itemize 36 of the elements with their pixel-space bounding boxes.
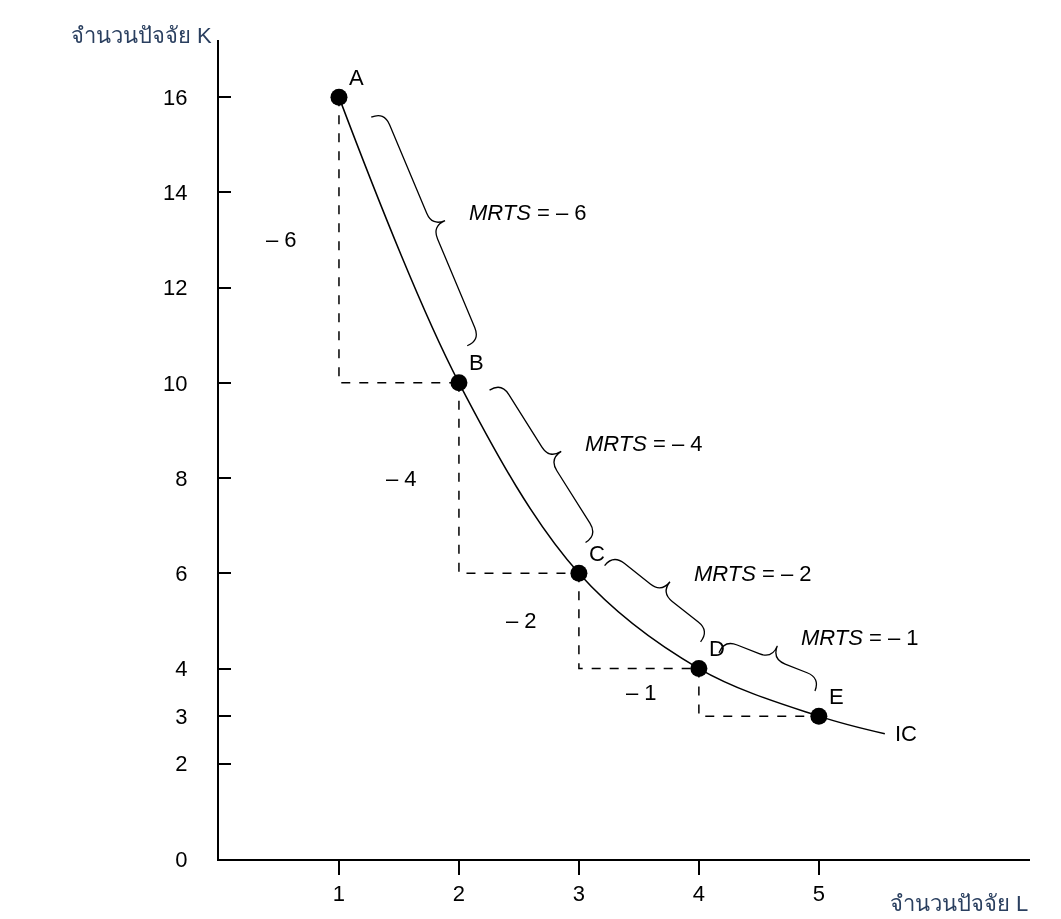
- y-tick-label: 16: [163, 84, 188, 110]
- x-tick-label: 1: [332, 881, 346, 907]
- x-tick-label: 2: [452, 881, 466, 907]
- annotation: D: [709, 636, 725, 661]
- annotation: C: [589, 541, 605, 566]
- point: [690, 660, 708, 678]
- point: [330, 88, 348, 106]
- annotation: – 2: [506, 608, 537, 633]
- y-tick-label: 4: [175, 656, 188, 682]
- annotation: MRTS = – 4: [585, 431, 703, 456]
- y-tick-label: 2: [175, 751, 188, 777]
- point: [450, 374, 468, 392]
- annotation: – 6: [266, 227, 297, 252]
- point: [570, 564, 588, 582]
- y-tick-label: 10: [163, 370, 188, 396]
- y-tick-label: 6: [175, 561, 188, 586]
- x-axis-title: จำนวนปัจจัย L: [890, 891, 1029, 916]
- y-tick-label: 3: [175, 703, 188, 729]
- annotation: B: [469, 350, 484, 375]
- annotation: – 1: [626, 680, 657, 705]
- annotation: – 4: [386, 466, 417, 491]
- annotation: MRTS = – 1: [801, 625, 919, 650]
- point: [810, 707, 828, 725]
- x-tick-label: 3: [572, 881, 586, 907]
- series-label: IC: [895, 721, 918, 746]
- y-tick-label: 12: [163, 275, 188, 301]
- x-tick-label: 5: [812, 881, 825, 907]
- y-axis-title: จำนวนปัจจัย K: [71, 23, 213, 48]
- y-tick-label: 8: [175, 465, 188, 491]
- annotation: MRTS = – 6: [469, 200, 587, 225]
- annotation: MRTS = – 2: [694, 561, 812, 586]
- y-tick-label: 0: [175, 846, 188, 872]
- annotation: E: [829, 684, 844, 709]
- y-tick-label: 14: [163, 180, 188, 206]
- x-tick-label: 4: [692, 881, 706, 907]
- annotation: A: [349, 65, 364, 90]
